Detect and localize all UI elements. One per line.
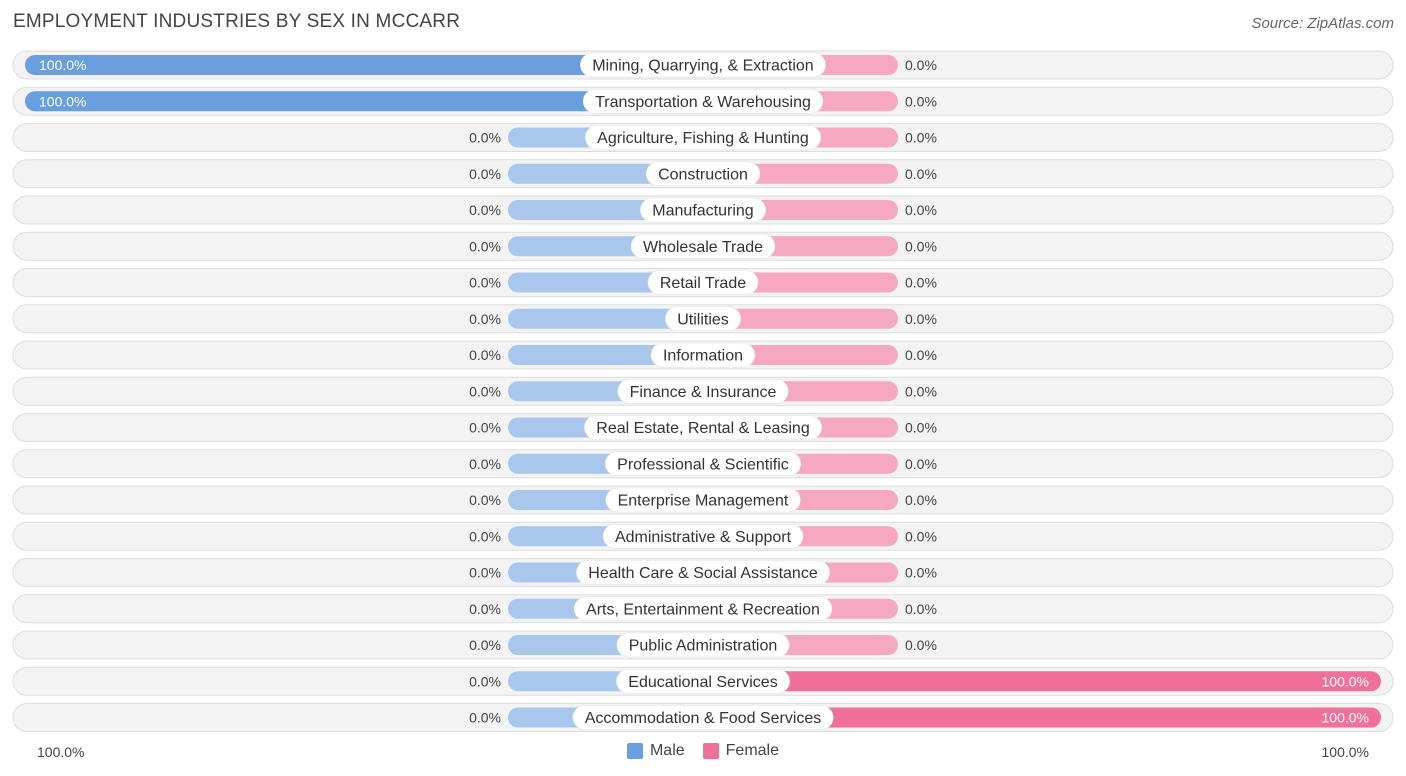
- bar-male-transportation-warehousing: [25, 91, 703, 112]
- value-male-mining-quarrying-extraction: 100.0%: [39, 57, 86, 73]
- category-label-information: Information: [663, 348, 743, 365]
- chart-title: EMPLOYMENT INDUSTRIES BY SEX IN MCCARR: [13, 11, 461, 32]
- value-male-wholesale-trade: 0.0%: [469, 238, 501, 254]
- category-pill-agriculture-fishing-hunting: [584, 125, 822, 150]
- value-female-wholesale-trade: 0.0%: [905, 238, 937, 254]
- value-female-arts-entertainment-recreation: 0.0%: [905, 601, 937, 617]
- value-female-information: 0.0%: [905, 347, 937, 363]
- value-male-arts-entertainment-recreation: 0.0%: [469, 601, 501, 617]
- category-pill-information: [650, 342, 756, 368]
- category-label-utilities: Utilities: [677, 311, 729, 328]
- category-pill-professional-scientific: [604, 451, 802, 476]
- value-female-retail-trade: 0.0%: [905, 275, 937, 291]
- category-label-agriculture-fishing-hunting: Agriculture, Fishing & Hunting: [597, 130, 809, 147]
- category-label-accommodation-food-services: Accommodation & Food Services: [585, 710, 822, 727]
- legend-label-female: Female: [725, 742, 780, 759]
- legend-item-male: Male: [626, 742, 685, 760]
- bar-male-utilities: [508, 308, 703, 329]
- bar-chart: Mining, Quarrying, & Extraction 100.0% 0.0…: [12, 50, 1394, 732]
- category-pill-utilities: [664, 306, 742, 331]
- value-male-transportation-warehousing: 100.0%: [39, 93, 86, 109]
- category-label-wholesale-trade: Wholesale Trade: [643, 239, 763, 256]
- value-male-administrative-support: 0.0%: [469, 528, 501, 544]
- value-female-real-estate-rental-leasing: 0.0%: [905, 420, 937, 436]
- value-male-agriculture-fishing-hunting: 0.0%: [469, 130, 501, 146]
- value-male-accommodation-food-services: 0.0%: [469, 710, 501, 726]
- category-label-transportation-warehousing: Transportation & Warehousing: [595, 94, 811, 111]
- value-male-professional-scientific: 0.0%: [469, 456, 501, 472]
- value-male-real-estate-rental-leasing: 0.0%: [469, 420, 501, 436]
- value-male-health-care-social-assistance: 0.0%: [469, 565, 501, 581]
- category-label-retail-trade: Retail Trade: [660, 275, 746, 292]
- axis-right-label: 100.0%: [1321, 744, 1369, 760]
- legend: Male Female: [0, 742, 1406, 760]
- category-label-enterprise-management: Enterprise Management: [618, 493, 789, 510]
- category-label-professional-scientific: Professional & Scientific: [617, 456, 789, 473]
- value-male-public-administration: 0.0%: [469, 637, 501, 653]
- value-female-educational-services: 100.0%: [1322, 673, 1369, 689]
- value-male-utilities: 0.0%: [469, 311, 501, 327]
- legend-label-male: Male: [649, 742, 685, 759]
- value-male-enterprise-management: 0.0%: [469, 492, 501, 508]
- category-pill-public-administration: [616, 632, 790, 658]
- source-credit: Source: ZipAtlas.com: [1251, 15, 1394, 32]
- category-pill-retail-trade: [647, 270, 759, 295]
- value-female-health-care-social-assistance: 0.0%: [905, 565, 937, 581]
- value-male-retail-trade: 0.0%: [469, 275, 501, 291]
- value-male-information: 0.0%: [469, 347, 501, 363]
- category-label-administrative-support: Administrative & Support: [615, 529, 792, 546]
- legend-item-female: Female: [702, 742, 780, 760]
- value-female-administrative-support: 0.0%: [905, 528, 937, 544]
- value-female-accommodation-food-services: 100.0%: [1322, 710, 1369, 726]
- category-pill-mining-quarrying-extraction: [580, 52, 826, 78]
- value-male-construction: 0.0%: [469, 166, 501, 182]
- axis-left-label: 100.0%: [37, 744, 85, 760]
- category-pill-finance-insurance: [617, 379, 789, 404]
- category-label-finance-insurance: Finance & Insurance: [630, 384, 777, 401]
- category-pill-enterprise-management: [605, 487, 801, 513]
- category-label-health-care-social-assistance: Health Care & Social Assistance: [588, 565, 818, 582]
- category-label-educational-services: Educational Services: [628, 674, 777, 691]
- value-female-manufacturing: 0.0%: [905, 202, 937, 218]
- category-pill-transportation-warehousing: [582, 89, 824, 114]
- category-pill-construction: [645, 161, 761, 186]
- category-label-arts-entertainment-recreation: Arts, Entertainment & Recreation: [586, 601, 820, 618]
- value-female-transportation-warehousing: 0.0%: [905, 93, 937, 109]
- value-female-utilities: 0.0%: [905, 311, 937, 327]
- category-pill-real-estate-rental-leasing: [584, 415, 822, 440]
- category-label-manufacturing: Manufacturing: [652, 203, 753, 220]
- category-pill-administrative-support: [602, 524, 804, 549]
- category-pill-educational-services: [616, 669, 790, 694]
- category-label-construction: Construction: [658, 166, 748, 183]
- legend-swatch-female: [702, 743, 719, 759]
- category-pill-arts-entertainment-recreation: [573, 596, 833, 621]
- category-pill-manufacturing: [640, 197, 766, 223]
- bar-female-educational-services: [703, 671, 1381, 692]
- bar-female-accommodation-food-services: [703, 707, 1381, 728]
- value-male-manufacturing: 0.0%: [469, 202, 501, 218]
- bar-male-mining-quarrying-extraction: [25, 55, 703, 75]
- value-female-finance-insurance: 0.0%: [905, 383, 937, 399]
- value-female-public-administration: 0.0%: [905, 637, 937, 653]
- category-pill-health-care-social-assistance: [576, 560, 830, 585]
- bar-female-utilities: [703, 308, 898, 329]
- value-female-agriculture-fishing-hunting: 0.0%: [905, 130, 937, 146]
- value-female-enterprise-management: 0.0%: [905, 492, 937, 508]
- category-pill-accommodation-food-services: [572, 705, 834, 730]
- value-male-educational-services: 0.0%: [469, 673, 501, 689]
- category-label-public-administration: Public Administration: [629, 638, 778, 655]
- value-female-mining-quarrying-extraction: 0.0%: [905, 57, 937, 73]
- category-pill-wholesale-trade: [630, 234, 776, 259]
- value-female-construction: 0.0%: [905, 166, 937, 182]
- category-label-mining-quarrying-extraction: Mining, Quarrying, & Extraction: [592, 58, 813, 75]
- value-male-finance-insurance: 0.0%: [469, 383, 501, 399]
- legend-swatch-male: [626, 743, 643, 759]
- value-female-professional-scientific: 0.0%: [905, 456, 937, 472]
- category-label-real-estate-rental-leasing: Real Estate, Rental & Leasing: [596, 420, 809, 437]
